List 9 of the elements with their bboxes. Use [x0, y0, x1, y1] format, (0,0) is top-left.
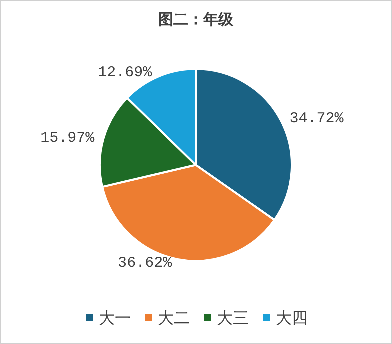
legend-label: 大一 [99, 308, 131, 328]
data-label: 34.72% [290, 110, 345, 128]
legend-label: 大四 [276, 308, 308, 328]
chart-title: 图二：年级 [158, 10, 234, 28]
legend-label: 大二 [158, 308, 190, 328]
legend-label: 大三 [217, 308, 249, 328]
data-label: 15.97% [40, 130, 96, 147]
data-label: 12.69% [98, 64, 154, 82]
data-label: 36.62% [118, 254, 174, 272]
